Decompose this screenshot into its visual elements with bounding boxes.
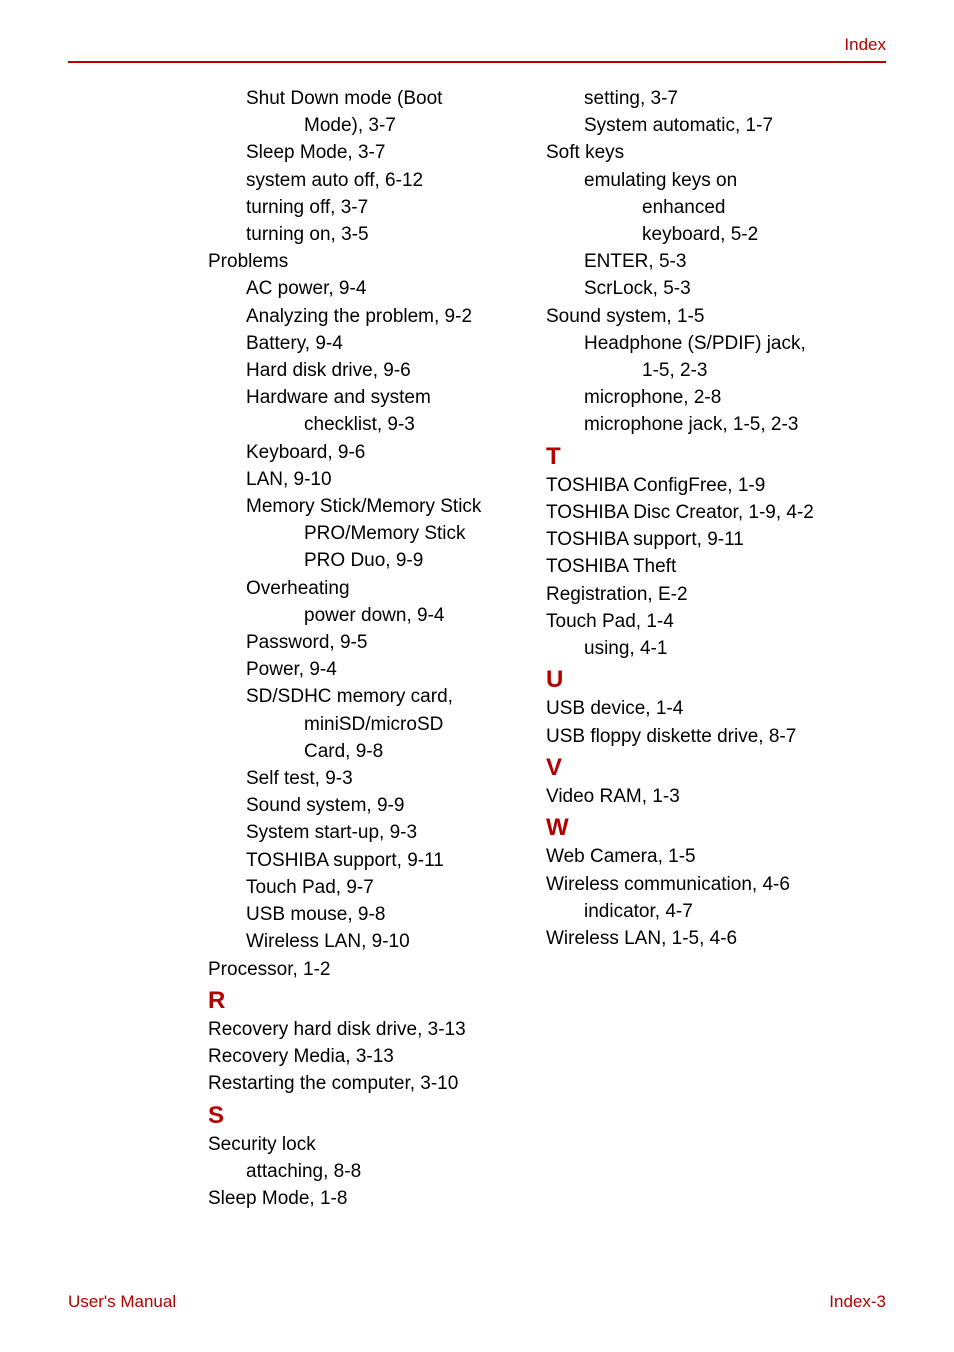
index-entry: Wireless LAN, 9-10 [208,928,528,955]
index-entry: attaching, 8-8 [208,1158,528,1185]
index-entry: TOSHIBA ConfigFree, 1-9 [546,472,866,499]
index-entry: Security lock [208,1131,528,1158]
index-entry: Processor, 1-2 [208,956,528,983]
section-letter-u: U [546,666,866,693]
index-entry: using, 4-1 [546,635,866,662]
index-entry: Hardware and system [208,384,528,411]
index-entry: Mode), 3-7 [208,112,528,139]
index-entry: USB mouse, 9-8 [208,901,528,928]
index-column-left: Shut Down mode (BootMode), 3-7Sleep Mode… [208,85,528,1212]
index-entry: Keyboard, 9-6 [208,439,528,466]
header-divider [68,61,886,63]
index-entry: Problems [208,248,528,275]
index-entry: LAN, 9-10 [208,466,528,493]
index-entry: Recovery hard disk drive, 3-13 [208,1016,528,1043]
section-letter-v: V [546,754,866,781]
index-block: Security lockattaching, 8-8Sleep Mode, 1… [208,1131,528,1213]
index-block: Video RAM, 1-3 [546,783,866,810]
footer: User's Manual Index-3 [68,1292,886,1312]
index-entry: checklist, 9-3 [208,411,528,438]
index-column-right: setting, 3-7System automatic, 1-7Soft ke… [546,85,866,1212]
index-entry: PRO/Memory Stick [208,520,528,547]
index-entry: Touch Pad, 1-4 [546,608,866,635]
index-block: setting, 3-7System automatic, 1-7Soft ke… [546,85,866,439]
index-entry: Wireless communication, 4-6 [546,871,866,898]
index-block: Recovery hard disk drive, 3-13Recovery M… [208,1016,528,1098]
index-entry: Video RAM, 1-3 [546,783,866,810]
index-entry: Sleep Mode, 1-8 [208,1185,528,1212]
index-entry: emulating keys on [546,167,866,194]
index-entry: Analyzing the problem, 9-2 [208,303,528,330]
index-entry: ScrLock, 5-3 [546,275,866,302]
index-entry: Shut Down mode (Boot [208,85,528,112]
index-entry: ENTER, 5-3 [546,248,866,275]
index-entry: TOSHIBA support, 9-11 [208,847,528,874]
section-letter-t: T [546,443,866,470]
index-block: TOSHIBA ConfigFree, 1-9TOSHIBA Disc Crea… [546,472,866,662]
index-entry: Card, 9-8 [208,738,528,765]
index-entry: microphone, 2-8 [546,384,866,411]
index-entry: AC power, 9-4 [208,275,528,302]
index-entry: Self test, 9-3 [208,765,528,792]
index-entry: indicator, 4-7 [546,898,866,925]
index-entry: Power, 9-4 [208,656,528,683]
index-entry: Password, 9-5 [208,629,528,656]
index-entry: turning off, 3-7 [208,194,528,221]
index-entry: TOSHIBA Disc Creator, 1-9, 4-2 [546,499,866,526]
index-entry: keyboard, 5-2 [546,221,866,248]
index-entry: Hard disk drive, 9-6 [208,357,528,384]
index-entry: Sound system, 9-9 [208,792,528,819]
index-entry: Restarting the computer, 3-10 [208,1070,528,1097]
index-entry: Wireless LAN, 1-5, 4-6 [546,925,866,952]
index-entry: PRO Duo, 9-9 [208,547,528,574]
section-letter-r: R [208,987,528,1014]
section-letter-s: S [208,1102,528,1129]
index-entry: Recovery Media, 3-13 [208,1043,528,1070]
index-entry: USB floppy diskette drive, 8-7 [546,723,866,750]
index-block: Web Camera, 1-5Wireless communication, 4… [546,843,866,952]
index-entry: system auto off, 6-12 [208,167,528,194]
index-entry: 1-5, 2-3 [546,357,866,384]
index-entry: TOSHIBA support, 9-11 [546,526,866,553]
index-entry: System automatic, 1-7 [546,112,866,139]
header-label: Index [844,35,886,55]
index-entry: Battery, 9-4 [208,330,528,357]
index-entry: Sound system, 1-5 [546,303,866,330]
index-entry: Overheating [208,575,528,602]
index-entry: miniSD/microSD [208,711,528,738]
index-entry: microphone jack, 1-5, 2-3 [546,411,866,438]
index-entry: Soft keys [546,139,866,166]
index-entry: Registration, E-2 [546,581,866,608]
index-entry: Memory Stick/Memory Stick [208,493,528,520]
index-entry: System start-up, 9-3 [208,819,528,846]
index-entry: USB device, 1-4 [546,695,866,722]
index-block: Shut Down mode (BootMode), 3-7Sleep Mode… [208,85,528,983]
footer-left: User's Manual [68,1292,176,1312]
index-entry: Headphone (S/PDIF) jack, [546,330,866,357]
index-block: USB device, 1-4USB floppy diskette drive… [546,695,866,749]
index-entry: Sleep Mode, 3-7 [208,139,528,166]
footer-right: Index-3 [829,1292,886,1312]
index-entry: Touch Pad, 9-7 [208,874,528,901]
index-entry: enhanced [546,194,866,221]
index-entry: setting, 3-7 [546,85,866,112]
index-entry: power down, 9-4 [208,602,528,629]
index-content: Shut Down mode (BootMode), 3-7Sleep Mode… [208,85,886,1212]
section-letter-w: W [546,814,866,841]
index-entry: turning on, 3-5 [208,221,528,248]
index-entry: Web Camera, 1-5 [546,843,866,870]
index-entry: SD/SDHC memory card, [208,683,528,710]
index-entry: TOSHIBA Theft [546,553,866,580]
